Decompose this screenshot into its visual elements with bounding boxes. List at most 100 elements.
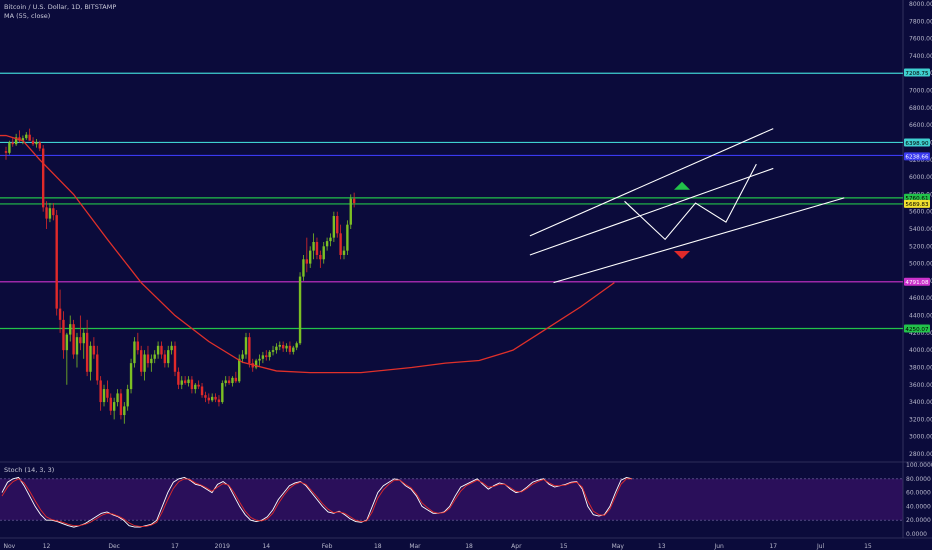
candle-body-99 — [339, 233, 342, 255]
time-tick-label: 18 — [374, 543, 382, 550]
price-label-text: 6238.66 — [905, 155, 929, 161]
price-axis: 8000.007800.007600.007400.007200.007000.… — [906, 1, 932, 538]
candles — [4, 128, 356, 424]
candle-body-41 — [143, 354, 146, 372]
stoch-tick-label: 0.0000 — [906, 531, 927, 538]
price-tick-label: 6600.00 — [909, 122, 932, 129]
price-label-box — [904, 199, 930, 208]
time-tick-label: 2019 — [215, 543, 230, 550]
up-triangle-marker-0 — [674, 181, 690, 190]
candle-body-16 — [58, 308, 62, 320]
stoch-tick-label: 40.0000 — [906, 503, 931, 510]
price-label-box — [904, 193, 930, 202]
candle-body-77 — [265, 355, 268, 358]
time-tick-label: 15 — [560, 543, 568, 550]
price-label-box — [904, 324, 930, 333]
candle-body-35 — [123, 406, 126, 416]
candle-body-89 — [305, 259, 309, 264]
candle-body-71 — [244, 337, 248, 355]
time-tick-label: Jul — [816, 543, 825, 550]
candle-body-100 — [342, 250, 346, 255]
candle-body-78 — [268, 351, 271, 358]
candle-body-74 — [254, 360, 258, 368]
candle-body-60 — [207, 397, 210, 401]
candle-body-11 — [41, 148, 45, 208]
price-tick-label: 5200.00 — [909, 243, 932, 250]
time-tick-label: Jun — [713, 543, 724, 550]
time-tick-label: 18 — [465, 543, 473, 550]
time-axis: Nov 12 Dec 17 2019 14 Feb 18 Mar 18 Apr 15 May 13 Jun 1… — [4, 543, 872, 550]
price-tick-label: 5000.00 — [909, 261, 932, 268]
candle-body-13 — [48, 208, 52, 219]
candle-body-54 — [187, 379, 190, 384]
candle-body-57 — [197, 384, 200, 387]
candle-body-88 — [302, 259, 305, 277]
stoch-band-fill — [0, 478, 903, 521]
time-tick-label: Dec — [108, 543, 120, 550]
candle-body-50 — [173, 345, 177, 372]
candle-body-79 — [271, 350, 275, 352]
ma-legend: MA (55, close) — [4, 12, 51, 20]
stoch-series-0 — [1, 476, 633, 528]
candle-body-101 — [346, 224, 349, 251]
time-tick-label: 15 — [864, 543, 872, 550]
candle-body-66 — [227, 380, 231, 384]
ma-line-layer — [0, 134, 615, 374]
price-tick-label: 4200.00 — [909, 330, 932, 337]
price-label-1: 6398.90 — [904, 138, 930, 147]
candle-body-55 — [190, 379, 194, 390]
candle-body-23 — [82, 332, 85, 344]
stoch-tick-label: 100.0000 — [906, 462, 932, 469]
price-label-text: 5760.61 — [905, 196, 929, 202]
price-label-box — [904, 277, 930, 286]
candle-body-96 — [329, 237, 332, 242]
price-label-text: 6398.90 — [905, 141, 929, 147]
candle-body-3 — [14, 137, 18, 145]
stoch-series-1 — [1, 478, 632, 527]
candle-body-34 — [119, 393, 123, 416]
candle-body-58 — [200, 386, 204, 396]
price-label-2: 6238.66 — [904, 152, 930, 161]
candle-body-44 — [153, 354, 156, 359]
candle-body-97 — [332, 216, 336, 238]
candle-body-9 — [35, 142, 38, 145]
candle-body-18 — [65, 334, 69, 351]
price-tick-label: 7000.00 — [909, 88, 932, 95]
price-label-text: 5689.83 — [905, 202, 929, 208]
candle-body-39 — [136, 341, 140, 351]
candle-body-27 — [96, 354, 99, 381]
candle-body-15 — [55, 215, 58, 309]
candle-body-5 — [21, 138, 25, 141]
candle-body-47 — [163, 354, 167, 364]
candle-body-94 — [322, 246, 325, 260]
candle-body-84 — [288, 345, 292, 352]
candle-body-53 — [183, 380, 187, 384]
time-tick-label: 13 — [658, 543, 666, 550]
horizontal-levels — [0, 72, 903, 330]
candle-body-25 — [89, 345, 92, 372]
price-tick-label: 4000.00 — [909, 347, 932, 354]
time-tick-label: 17 — [171, 543, 179, 550]
candle-body-26 — [92, 345, 96, 355]
candle-body-91 — [312, 241, 315, 251]
price-label-box — [904, 152, 930, 161]
time-tick-label: 12 — [43, 543, 51, 550]
candle-body-64 — [221, 383, 224, 403]
price-label-5: 4791.08 — [904, 277, 930, 286]
candle-body-75 — [258, 358, 261, 361]
candle-body-33 — [116, 393, 119, 403]
down-triangle-marker-1 — [674, 250, 690, 259]
main-pane-background — [0, 0, 903, 462]
candle-body-80 — [275, 346, 278, 351]
price-label-text: 4791.08 — [905, 280, 929, 286]
candle-body-45 — [156, 345, 160, 355]
candle-body-42 — [146, 354, 150, 364]
candle-body-2 — [11, 142, 14, 145]
candle-body-48 — [167, 350, 170, 364]
candle-body-49 — [170, 345, 173, 351]
candle-body-19 — [69, 324, 72, 335]
candle-body-67 — [231, 377, 234, 384]
candle-body-17 — [62, 319, 65, 351]
